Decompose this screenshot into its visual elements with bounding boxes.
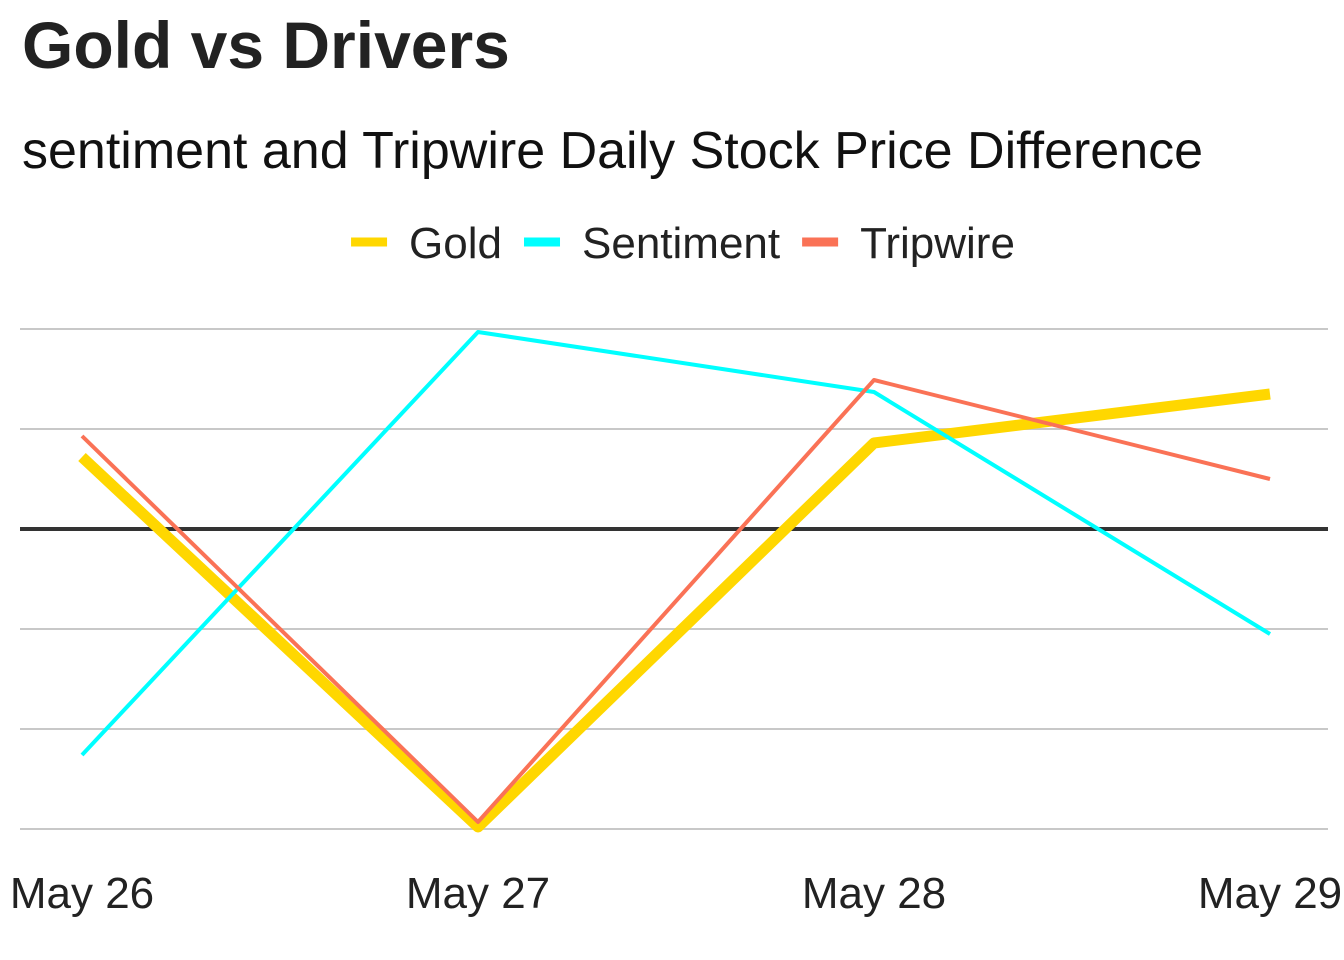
x-tick-label: May 26 [10,869,154,918]
series-line-tripwire [80,378,1271,824]
legend-label-sentiment: Sentiment [582,219,780,268]
series-group [78,330,1272,833]
chart-subtitle: sentiment and Tripwire Daily Stock Price… [22,122,1203,180]
series-line-sentiment [80,330,1272,757]
gridlines [20,328,1328,830]
x-tick-label: May 27 [406,869,550,918]
legend: Gold Sentiment Tripwire [351,219,1015,268]
x-axis-ticks: May 26 May 27 May 28 May 29 [10,869,1342,918]
x-tick-label: May 29 [1198,869,1342,918]
series-line-gold [78,388,1271,833]
chart-title: Gold vs Drivers [22,8,510,82]
legend-label-tripwire: Tripwire [860,219,1015,268]
legend-label-gold: Gold [409,219,502,268]
x-tick-label: May 28 [802,869,946,918]
